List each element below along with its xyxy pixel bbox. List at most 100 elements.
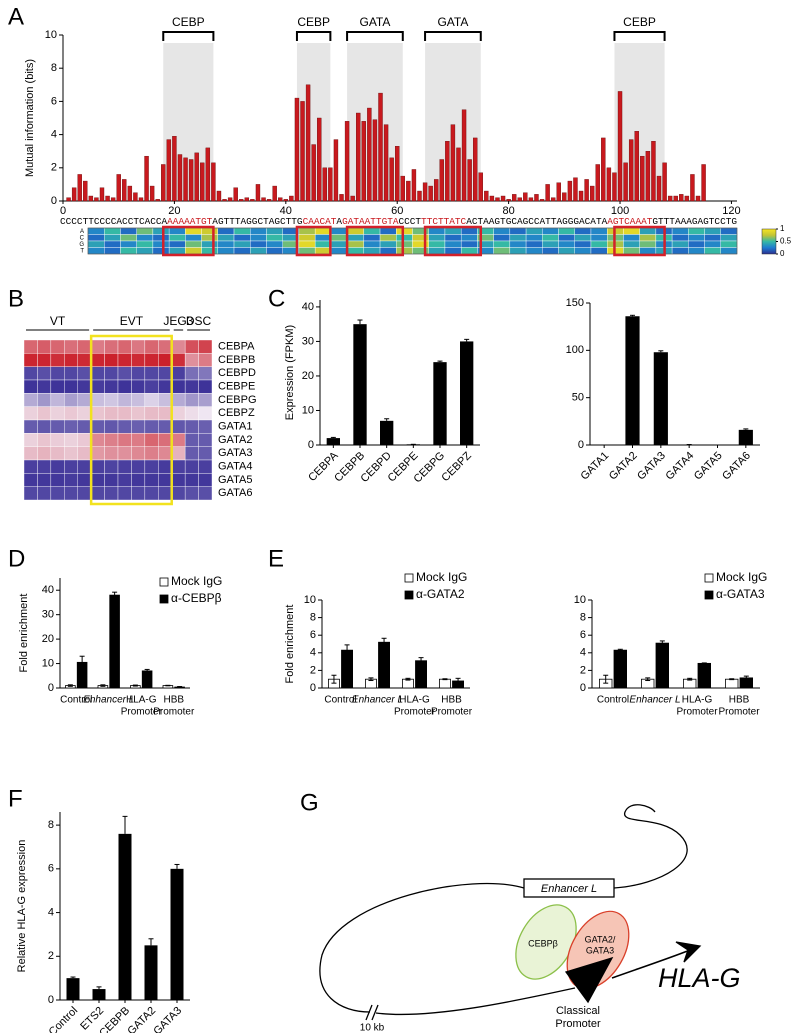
heatmap-cell [704,234,721,242]
x-tick-label: HLA-G [682,695,713,706]
heatmap-cell [671,234,689,242]
heatmap-cell [50,459,65,474]
bar [389,157,394,202]
bar [341,649,354,689]
heatmap-cell [363,247,381,255]
bar [556,182,561,202]
y-tick-label: 8 [51,62,57,74]
heatmap-cell [144,393,159,407]
heatmap-cell [104,339,119,354]
heatmap-cell [542,247,559,255]
x-tick-label: Promoter [431,707,473,718]
x-tick-label: Promoter [394,707,436,718]
bar [411,169,417,202]
heatmap-cell [688,234,705,242]
bar [378,641,391,689]
bar [684,195,690,202]
y-tick-label: 10 [304,594,316,606]
heatmap-cell [117,339,132,354]
chromatin-loop [319,882,525,1013]
heatmap-cell [590,234,608,242]
heatmap-cell [171,353,186,367]
bar [378,92,383,202]
chromatin-loop [375,987,576,1016]
heatmap-cell [87,234,105,242]
heatmap-cell [509,240,527,248]
heatmap-cell [171,366,186,381]
heatmap-cell [144,486,159,501]
heatmap-cell [201,227,218,235]
bar [528,197,534,202]
bar [177,154,183,202]
heatmap-cell [525,240,543,248]
heatmap-cell [574,240,592,248]
bar [500,195,506,202]
heatmap-cell [250,240,267,248]
highlight-box [89,334,173,506]
bar [261,197,266,202]
heatmap-cell [590,240,608,248]
x-tick-label: Promoter [121,707,163,718]
heatmap-cell [460,247,478,255]
matrix-row-label: G [79,242,84,248]
panel-letter: B [8,285,24,312]
bar [350,195,355,202]
legend-swatch [704,590,714,600]
x-tick-label: Promoter [153,707,195,718]
heatmap-cell [37,486,52,501]
x-tick-label: Promoter [676,707,718,718]
heatmap-cell [233,234,251,242]
heatmap-cell [136,227,154,235]
bar [655,642,670,689]
bar [417,190,422,202]
y-tick-label: 4 [48,906,54,918]
promoter-label: Promoter [555,1018,601,1030]
heatmap-cell [542,234,559,242]
bar [673,195,678,202]
y-tick-label: 8 [310,612,316,624]
bar [155,199,160,202]
heatmap-cell [590,247,608,255]
heatmap-frame [87,227,738,255]
legend-label: Mock IgG [416,570,467,584]
heatmap-cell [525,247,543,255]
y-tick-label: 6 [48,863,54,875]
heatmap-cell [144,473,159,487]
bar [478,172,483,202]
heatmap-cell [590,227,608,235]
heatmap-cell [184,473,199,487]
heatmap-cell [23,473,38,487]
heatmap-cell [266,227,283,235]
heatmap-cell [558,234,575,242]
heatmap-cell [184,339,199,354]
motif-label: GATA [359,15,390,29]
heatmap-cell [250,247,267,255]
heatmap-cell [117,379,132,394]
heatmap-cell [104,433,119,447]
heatmap-cell [23,446,38,461]
arrowhead [675,941,702,963]
heatmap-cell [104,459,119,474]
diagram [319,804,702,1021]
bar [433,362,447,445]
sequence-segment: ACTAAGTGCAGCCATTAGGGACATA [466,217,608,227]
row-label: GATA5 [218,474,252,486]
bar [511,194,517,202]
heatmap-cell [704,240,721,248]
bar [116,174,121,202]
heatmap-cell [50,473,65,487]
bar [144,155,149,202]
heatmap-cell [363,240,381,248]
heatmap-cell [347,240,365,248]
bar [439,159,444,202]
row-label: CEBPB [218,354,255,366]
heatmap-cell [444,227,462,235]
heatmap-cell [64,366,78,381]
x-tick-label: Control [60,695,92,706]
heatmap-cell [90,339,105,354]
heatmap-cell [158,419,172,434]
y-tick-label: 10 [42,657,54,669]
heatmap-cell [131,406,146,421]
bar [239,199,244,202]
bar [534,194,539,202]
